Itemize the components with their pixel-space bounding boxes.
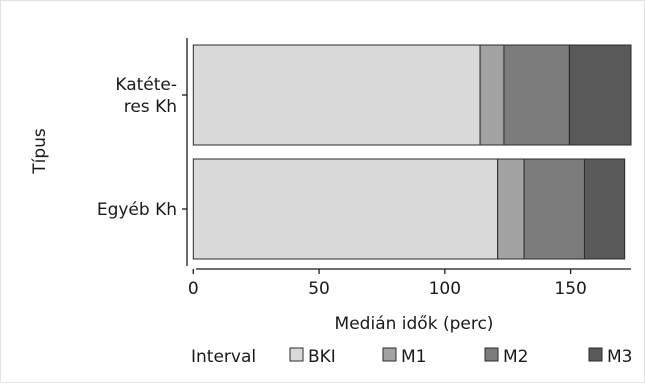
x-tick-label: 50 bbox=[308, 279, 330, 299]
bars-group bbox=[192, 44, 632, 260]
y-ticks-group: Katéte-res Kh Egyéb Kh bbox=[97, 75, 187, 220]
legend-swatch-bki bbox=[289, 347, 304, 362]
x-tick-label: 100 bbox=[429, 279, 461, 299]
y-tick-label: Egyéb Kh bbox=[97, 200, 177, 220]
legend-label-m3: M3 bbox=[607, 347, 632, 367]
bar-1-m3 bbox=[568, 44, 632, 146]
y-tick-label: res Kh bbox=[124, 97, 177, 117]
y-tick-label: Katéte- bbox=[115, 75, 177, 95]
x-tick-label: 0 bbox=[188, 279, 199, 299]
legend-label-m1: M1 bbox=[401, 347, 426, 367]
legend-swatch-m2 bbox=[484, 347, 499, 362]
legend-label-m2: M2 bbox=[503, 347, 528, 367]
x-axis-label: Medián idők (perc) bbox=[335, 314, 494, 334]
bar-1-m1 bbox=[479, 44, 505, 146]
x-tick-label: 150 bbox=[554, 279, 586, 299]
y-axis-label: Típus bbox=[30, 128, 50, 175]
bar-2-m3 bbox=[583, 158, 626, 260]
legend-title: Interval bbox=[191, 347, 256, 367]
bar-1-m2 bbox=[503, 44, 570, 146]
bar-1-bki bbox=[192, 44, 481, 146]
legend-label-bki: BKI bbox=[308, 347, 336, 367]
legend: Interval BKI M1 M2 M3 bbox=[191, 347, 632, 367]
legend-swatch-m3 bbox=[588, 347, 603, 362]
bar-2-bki bbox=[192, 158, 499, 260]
bar-2-m2 bbox=[523, 158, 585, 260]
x-ticks-group: 0 50 100 150 bbox=[188, 269, 587, 299]
legend-swatch-m1 bbox=[382, 347, 397, 362]
bar-2-m1 bbox=[497, 158, 525, 260]
